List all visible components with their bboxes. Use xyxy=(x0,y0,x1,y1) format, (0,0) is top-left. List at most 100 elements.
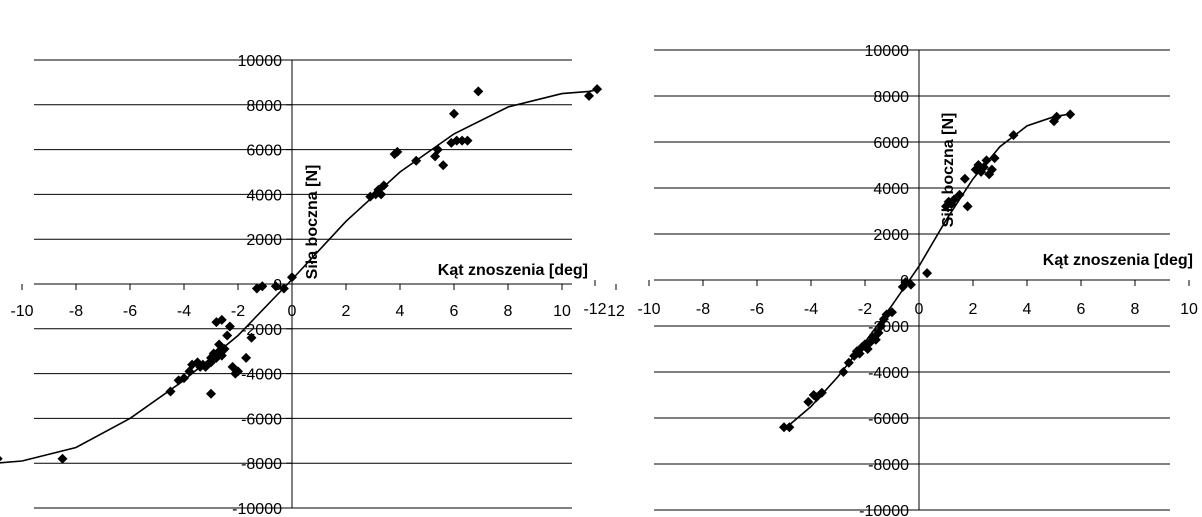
x-tick-label: 0 xyxy=(288,303,297,320)
data-point xyxy=(1065,109,1076,120)
x-tick-label: 12 xyxy=(607,303,625,320)
data-point xyxy=(233,366,243,377)
data-point xyxy=(949,194,960,205)
data-point xyxy=(803,396,814,407)
y-tick-label: -6000 xyxy=(241,411,282,428)
x-tick-label: 6 xyxy=(450,303,459,320)
data-point xyxy=(206,388,216,399)
y-tick-label: -6000 xyxy=(868,411,909,428)
data-point xyxy=(57,453,68,464)
y-axis-title: Siła boczna [N] xyxy=(304,165,321,280)
data-point xyxy=(0,456,3,462)
x-tick-label: -6 xyxy=(750,301,764,318)
data-point xyxy=(986,164,997,175)
data-point xyxy=(179,373,189,384)
data-point xyxy=(378,180,389,191)
x-tick-label: -10 xyxy=(637,301,660,318)
data-point xyxy=(449,108,459,119)
data-point xyxy=(451,135,462,146)
y-tick-label: -8000 xyxy=(241,456,282,473)
data-point xyxy=(224,321,235,332)
data-point xyxy=(438,160,449,171)
y-tick-label: 4000 xyxy=(246,187,282,204)
data-point xyxy=(287,272,297,283)
x-tick-label: 4 xyxy=(1023,301,1032,318)
fit-curve xyxy=(0,88,600,464)
data-point xyxy=(246,332,257,343)
data-point xyxy=(462,135,473,146)
data-point xyxy=(270,281,281,292)
data-point xyxy=(816,387,827,398)
y-tick-label: -2000 xyxy=(241,322,282,339)
data-point xyxy=(989,153,1000,164)
y-tick-label: -10000 xyxy=(232,501,282,517)
x-tick-label: -6 xyxy=(123,303,137,320)
data-point xyxy=(165,386,176,397)
x-axis-title: Kąt znoszenia [deg] xyxy=(438,262,588,279)
data-point xyxy=(219,343,230,354)
data-point xyxy=(838,367,849,377)
x-tick-label: -8 xyxy=(69,303,83,320)
x-tick-label: 10 xyxy=(553,303,571,320)
y-tick-label: -4000 xyxy=(241,367,282,384)
x-tick-label: -4 xyxy=(804,301,818,318)
y-tick-label: 6000 xyxy=(873,135,909,152)
y-tick-label: 10000 xyxy=(238,53,283,70)
data-point xyxy=(257,281,268,292)
x-tick-label: 6 xyxy=(1077,301,1086,318)
data-point xyxy=(843,357,854,368)
data-point xyxy=(962,201,973,212)
x-axis-title: Kąt znoszenia [deg] xyxy=(1043,252,1193,269)
y-tick-label: 2000 xyxy=(873,227,909,244)
y-tick-label: 6000 xyxy=(246,143,282,160)
data-point xyxy=(954,189,965,200)
y-tick-label: -10000 xyxy=(859,503,909,517)
x-tick-label: -12 xyxy=(583,301,606,318)
x-tick-label: -2 xyxy=(858,301,872,318)
data-point xyxy=(784,422,795,433)
data-point xyxy=(1051,111,1062,122)
data-point xyxy=(584,90,594,101)
x-tick-label: 0 xyxy=(915,301,924,318)
chart-left: -10 -8 -6 -4 -2 0 2 4 6 8 10 12 -10000 -8000 -6000 -400… xyxy=(0,53,625,517)
fit-curve xyxy=(783,113,1068,431)
x-tick-label: 10 xyxy=(1180,301,1198,318)
data-point xyxy=(887,307,897,318)
y-tick-label: -4000 xyxy=(868,365,909,382)
data-point xyxy=(278,283,289,294)
data-point xyxy=(457,135,468,146)
data-point xyxy=(392,146,403,157)
data-point xyxy=(981,155,992,166)
x-tick-label: 8 xyxy=(1131,301,1140,318)
y-tick-label: 4000 xyxy=(873,181,909,198)
y-axis-title: Siła boczna [N] xyxy=(940,113,957,228)
data-point xyxy=(922,268,933,279)
data-point xyxy=(1008,130,1019,141)
y-tick-label: -8000 xyxy=(868,457,909,474)
data-point xyxy=(241,352,252,363)
data-point xyxy=(473,86,484,97)
x-tick-label: -10 xyxy=(10,303,33,320)
y-tick-label: 8000 xyxy=(873,89,909,106)
x-tick-label: -4 xyxy=(177,303,191,320)
y-tick-label: 8000 xyxy=(246,98,282,115)
x-tick-label: 4 xyxy=(396,303,405,320)
x-tick-label: -8 xyxy=(696,301,710,318)
data-point xyxy=(411,155,422,166)
data-point xyxy=(779,422,789,433)
data-point xyxy=(432,144,443,155)
data-point xyxy=(905,279,916,290)
x-tick-label: -2 xyxy=(231,303,245,320)
chart-right: -12 -10 -8 -6 -4 -2 0 2 4 6 8 10 12 -10000 -8000 -6000 -… xyxy=(583,43,1198,517)
x-tick-label: 8 xyxy=(504,303,513,320)
x-tick-label: 2 xyxy=(969,301,978,318)
y-tick-label: 2000 xyxy=(246,232,282,249)
x-tick-label: 2 xyxy=(342,303,351,320)
data-point xyxy=(222,330,233,341)
y-tick-label: 10000 xyxy=(865,43,910,60)
data-point xyxy=(592,84,603,95)
data-point xyxy=(216,314,227,325)
data-point xyxy=(959,173,970,184)
